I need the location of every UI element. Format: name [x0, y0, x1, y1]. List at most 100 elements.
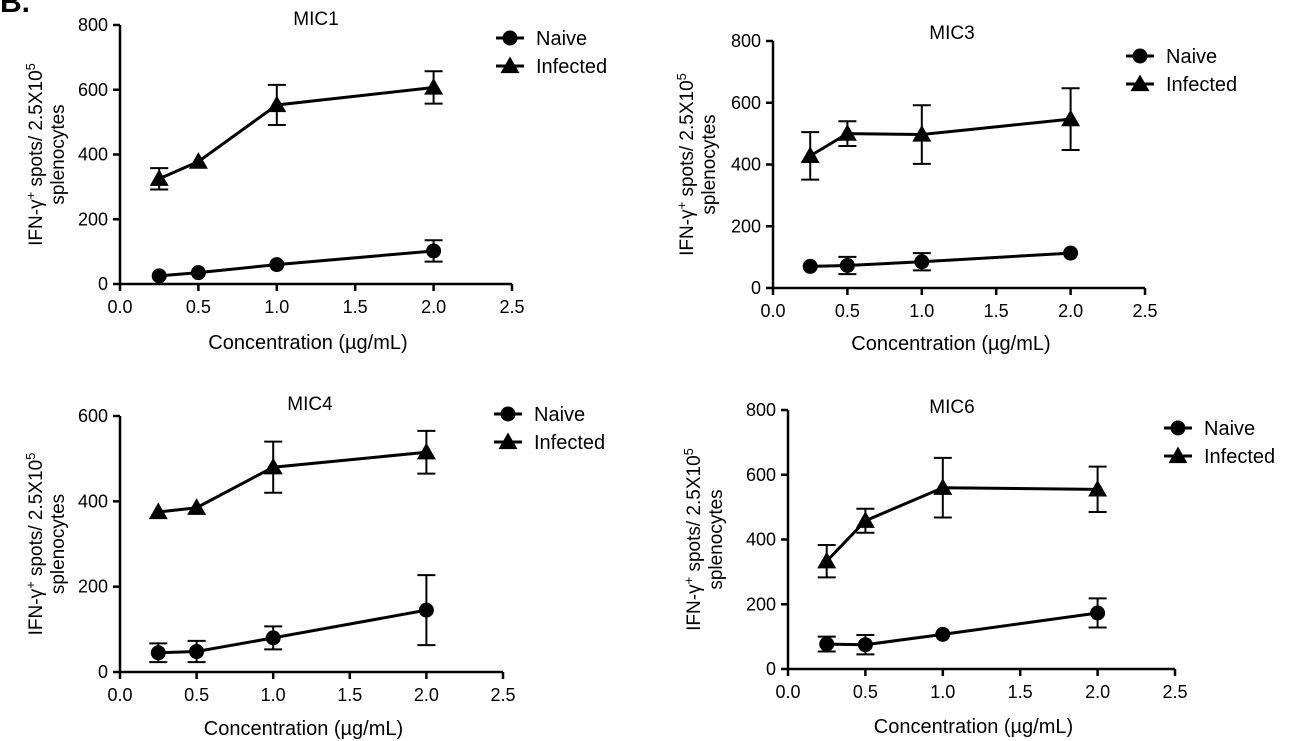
series-infected [148, 429, 436, 520]
y-tick-label: 800 [731, 31, 761, 51]
y-tick-label: 0 [98, 274, 108, 294]
y-tick-label: 400 [78, 491, 108, 511]
series-infected [800, 87, 1081, 181]
data-point [269, 257, 285, 273]
legend-label: Naive [1166, 46, 1217, 68]
x-tick-label: 2.5 [499, 297, 524, 317]
data-point [190, 265, 206, 281]
x-tick-label: 2.0 [421, 297, 446, 317]
chart-mic6: 0.0 0.5 1.0 1.5 2.0 2.5 0 200 400 600 800 MIC6 Conce… [681, 397, 1276, 738]
data-point [187, 498, 207, 515]
x-tick-label: 0.0 [107, 685, 132, 705]
y-axis-label-line2: splenocytes [699, 114, 720, 214]
x-tick-label: 1.0 [909, 301, 934, 321]
chart-title: MIC4 [287, 394, 333, 415]
y-tick-label: 400 [78, 145, 108, 165]
series-naive [802, 245, 1079, 276]
legend: Naive Infected [496, 28, 607, 78]
data-point [267, 95, 287, 113]
panel-letter: B. [0, 0, 30, 19]
y-tick-label: 200 [731, 216, 761, 236]
x-tick-label: 0.5 [186, 297, 211, 317]
legend-marker [1170, 420, 1186, 436]
data-point [935, 626, 951, 642]
series-infected [149, 70, 444, 191]
data-point [1063, 245, 1079, 261]
data-point [188, 152, 208, 169]
y-tick-label: 800 [78, 15, 108, 35]
legend-marker [1168, 446, 1188, 464]
series-line [158, 608, 427, 655]
x-axis-label: Concentration (µg/mL) [204, 718, 403, 740]
x-tick-label: 0.5 [853, 682, 878, 702]
data-point [912, 125, 932, 142]
y-tick-label: 600 [78, 80, 108, 100]
data-point [149, 169, 169, 186]
x-tick-label: 0.0 [760, 301, 785, 321]
y-axis-label: IFN-γ+ spots/ 2.5X105 [23, 453, 48, 636]
legend-marker [502, 30, 518, 46]
x-tick-label: 2.5 [490, 685, 515, 705]
legend-marker [500, 406, 516, 422]
y-tick-label: 400 [731, 155, 761, 175]
legend-label: Naive [534, 404, 585, 426]
series-line [825, 486, 1098, 563]
data-point [933, 478, 953, 495]
x-axis-label: Concentration (µg/mL) [851, 333, 1050, 355]
series-line [158, 450, 427, 514]
y-axis-label: IFN-γ+ spots/ 2.5X105 [23, 63, 48, 246]
series-naive [149, 574, 436, 664]
data-point [148, 502, 168, 520]
data-point [800, 146, 820, 163]
legend-marker [1132, 48, 1148, 64]
chart-title: MIC6 [929, 397, 974, 418]
x-axis-label: Concentration (µg/mL) [874, 716, 1073, 738]
legend: Naive Infected [494, 404, 605, 454]
data-point [151, 268, 167, 284]
x-tick-label: 2.0 [1085, 682, 1110, 702]
data-point [914, 254, 930, 270]
chart-title: MIC1 [293, 9, 338, 30]
y-tick-label: 0 [98, 662, 108, 682]
x-tick-label: 1.0 [264, 297, 289, 317]
y-tick-label: 200 [78, 577, 108, 597]
data-point [802, 258, 818, 274]
chart-mic1: 0.0 0.5 1.0 1.5 2.0 2.5 0 200 400 600 800 MIC1 Conce… [23, 9, 608, 354]
x-tick-label: 1.5 [984, 301, 1009, 321]
x-tick-label: 0.5 [835, 301, 860, 321]
y-tick-label: 0 [751, 278, 761, 298]
legend: Naive Infected [1126, 46, 1237, 96]
chart-mic4: 0.0 0.5 1.0 1.5 2.0 2.5 0 200 400 600 MIC4 Concentr… [23, 394, 606, 740]
data-point [416, 442, 436, 460]
x-tick-label: 1.5 [343, 297, 368, 317]
series-line [809, 117, 1071, 158]
y-tick-label: 200 [746, 594, 776, 614]
x-tick-label: 1.0 [261, 685, 286, 705]
data-point [418, 602, 434, 618]
series-line [826, 611, 1098, 647]
series-line [810, 251, 1071, 268]
y-axis-label: IFN-γ+ spots/ 2.5X105 [681, 448, 706, 631]
series-line [159, 249, 434, 278]
x-tick-label: 1.5 [337, 685, 362, 705]
data-point [265, 630, 281, 646]
legend-label: Naive [1204, 418, 1255, 440]
data-point [839, 257, 855, 273]
chart-title: MIC3 [929, 23, 974, 44]
x-tick-label: 0.0 [107, 297, 132, 317]
x-tick-label: 1.0 [930, 682, 955, 702]
chart-mic3: 0.0 0.5 1.0 1.5 2.0 2.5 0 200 400 600 800 MIC3 Conce… [674, 23, 1238, 355]
legend: Naive Infected [1164, 418, 1275, 468]
data-point [1088, 479, 1108, 497]
x-tick-label: 2.5 [1132, 301, 1157, 321]
series-naive [151, 239, 443, 284]
x-axis-label: Concentration (µg/mL) [208, 332, 407, 354]
data-point [263, 457, 283, 475]
legend-label: Infected [1166, 74, 1237, 96]
x-tick-label: 2.0 [1058, 301, 1083, 321]
data-point [150, 645, 166, 661]
y-axis-label: IFN-γ+ spots/ 2.5X105 [674, 73, 699, 256]
series-infected [817, 456, 1108, 579]
x-tick-label: 1.5 [1008, 682, 1033, 702]
